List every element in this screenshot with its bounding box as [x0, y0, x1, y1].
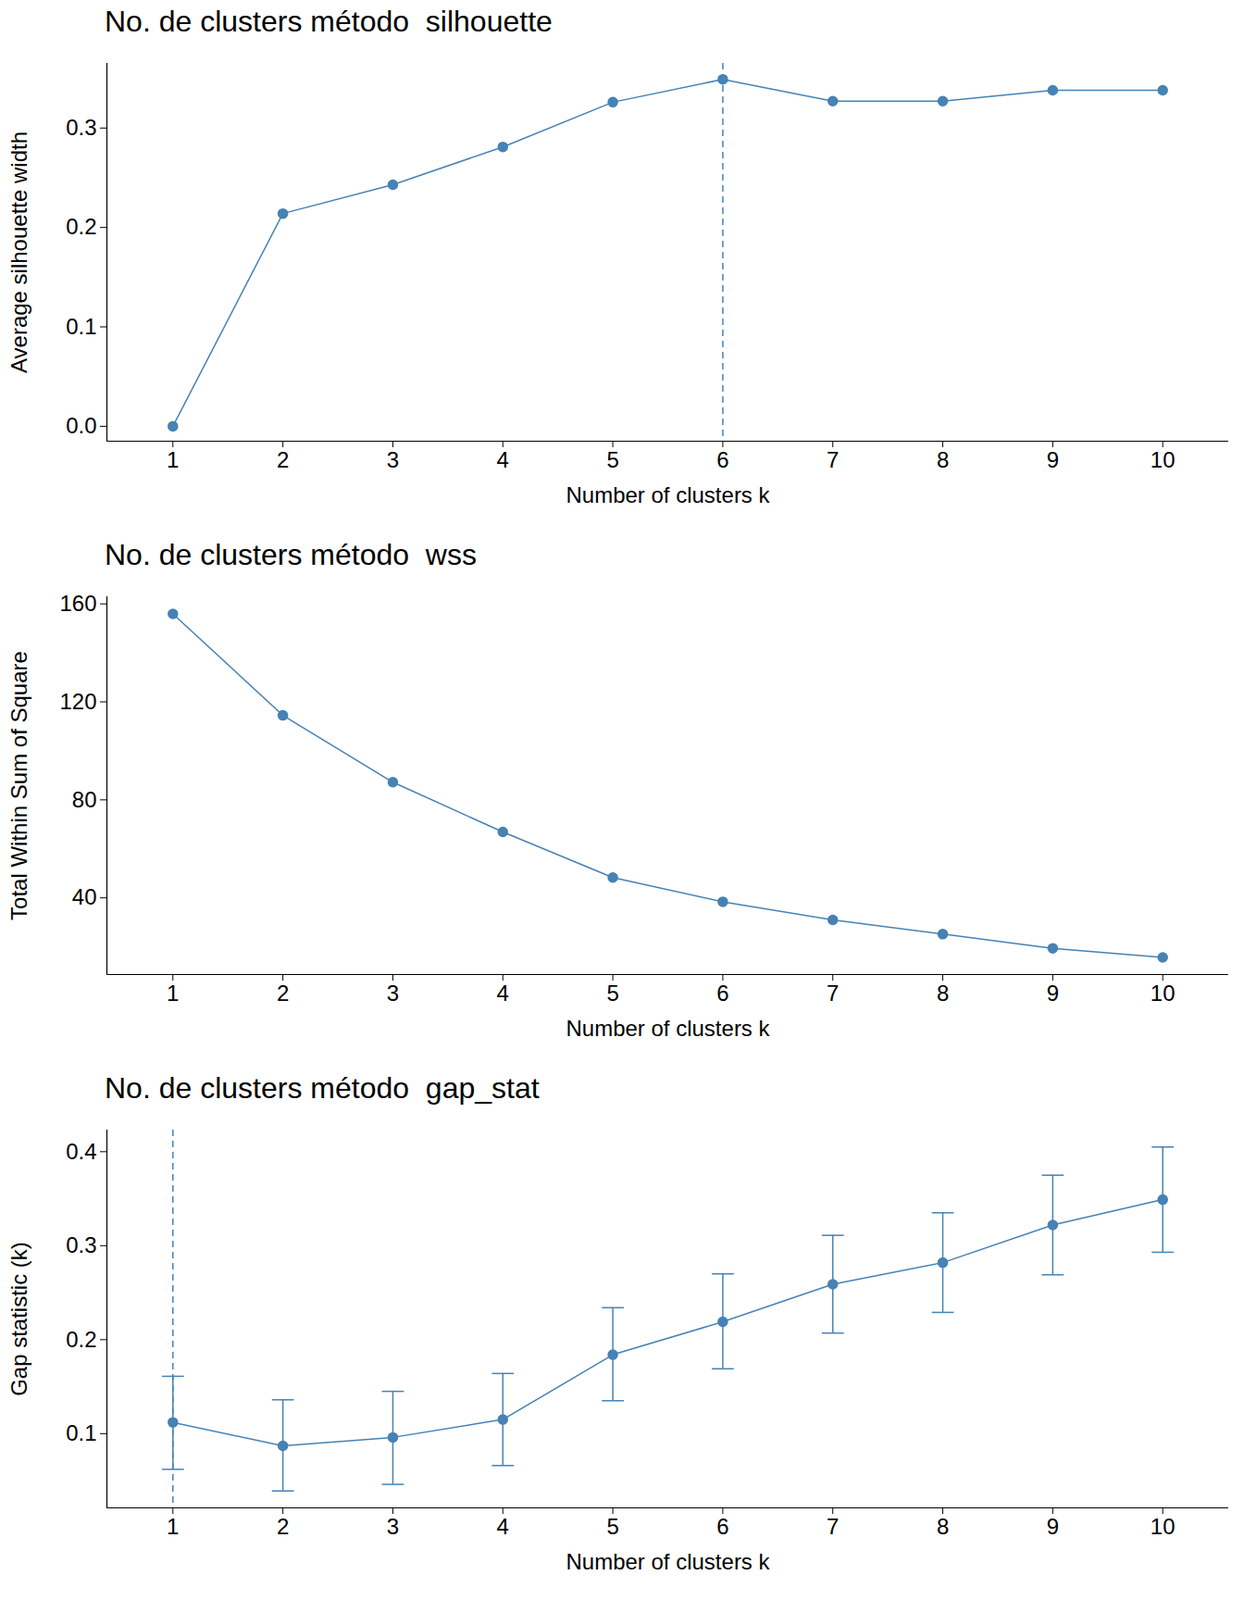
svg-text:1: 1: [166, 1513, 179, 1539]
svg-text:160: 160: [59, 590, 97, 616]
svg-text:7: 7: [826, 1513, 839, 1539]
html-text:No. de clusters método gap_sta: No. de clusters método gap_stat: [104, 1070, 540, 1105]
svg-text:8: 8: [936, 1513, 949, 1539]
html-text:No. de clusters método silhoue: No. de clusters método silhouette: [104, 4, 553, 38]
svg-text:4: 4: [497, 447, 510, 473]
svg-text:Average silhouette width: Average silhouette width: [6, 131, 32, 374]
svg-text:0.2: 0.2: [65, 1326, 97, 1352]
svg-text:4: 4: [497, 980, 510, 1006]
svg-text:3: 3: [386, 447, 399, 473]
svg-text:10: 10: [1150, 1513, 1176, 1539]
svg-text:120: 120: [59, 688, 97, 714]
svg-text:5: 5: [606, 980, 619, 1006]
svg-text:Total Within Sum of Square: Total Within Sum of Square: [6, 650, 32, 921]
svg-text:9: 9: [1046, 980, 1059, 1006]
svg-text:0.3: 0.3: [65, 114, 97, 140]
html-text:No. de clusters método wss: No. de clusters método wss: [104, 537, 477, 572]
svg-text:8: 8: [936, 980, 949, 1006]
svg-text:2: 2: [276, 980, 289, 1006]
svg-text:Number of clusters k: Number of clusters k: [565, 1015, 771, 1041]
svg-text:10: 10: [1150, 447, 1176, 473]
svg-text:10: 10: [1150, 980, 1176, 1006]
svg-text:3: 3: [386, 1513, 399, 1539]
svg-text:6: 6: [716, 447, 729, 473]
svg-text:0.1: 0.1: [65, 313, 97, 339]
svg-text:5: 5: [606, 447, 619, 473]
svg-text:4: 4: [497, 1513, 510, 1539]
svg-text:1: 1: [166, 980, 179, 1006]
svg-text:3: 3: [386, 980, 399, 1006]
svg-text:8: 8: [936, 447, 949, 473]
svg-text:80: 80: [72, 786, 98, 812]
svg-text:1: 1: [166, 447, 179, 473]
svg-text:7: 7: [826, 447, 839, 473]
svg-text:6: 6: [716, 1513, 729, 1539]
svg-text:0.0: 0.0: [65, 412, 97, 438]
svg-text:7: 7: [826, 980, 839, 1006]
svg-text:6: 6: [716, 980, 729, 1006]
svg-text:40: 40: [72, 883, 98, 909]
svg-text:0.4: 0.4: [65, 1138, 97, 1164]
svg-text:0.3: 0.3: [65, 1231, 97, 1257]
svg-text:2: 2: [276, 1513, 289, 1539]
svg-text:5: 5: [606, 1513, 619, 1539]
svg-text:0.1: 0.1: [65, 1419, 97, 1445]
svg-text:Gap statistic (k): Gap statistic (k): [6, 1241, 32, 1396]
svg-text:9: 9: [1046, 447, 1059, 473]
svg-text:2: 2: [276, 447, 289, 473]
svg-text:Number of clusters k: Number of clusters k: [565, 482, 771, 508]
svg-text:0.2: 0.2: [65, 213, 97, 239]
svg-text:Number of clusters k: Number of clusters k: [565, 1548, 771, 1574]
svg-text:9: 9: [1046, 1513, 1059, 1539]
